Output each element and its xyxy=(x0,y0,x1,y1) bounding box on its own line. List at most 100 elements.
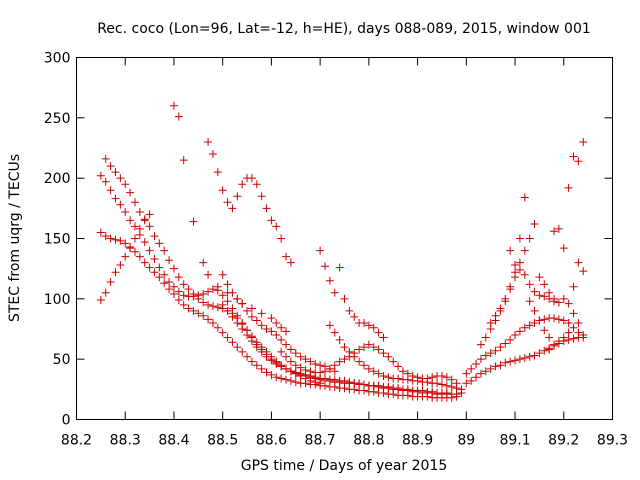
data-point xyxy=(403,385,412,394)
series-arc-13 xyxy=(462,314,583,378)
data-point xyxy=(574,328,583,337)
data-point xyxy=(384,382,393,391)
data-point xyxy=(330,361,339,370)
data-point xyxy=(204,315,213,324)
data-point xyxy=(277,347,286,356)
data-point xyxy=(106,234,115,243)
data-point xyxy=(252,343,261,352)
data-point xyxy=(126,244,135,253)
data-point xyxy=(135,224,144,233)
data-point xyxy=(165,277,174,286)
data-point xyxy=(179,156,188,165)
data-point xyxy=(140,238,149,247)
data-point xyxy=(335,263,344,272)
series-arc-6 xyxy=(204,137,295,267)
data-point xyxy=(145,222,154,231)
data-point xyxy=(491,362,500,371)
data-point xyxy=(515,327,524,336)
data-point xyxy=(238,180,247,189)
data-point xyxy=(204,137,213,146)
data-point xyxy=(218,291,227,300)
data-point xyxy=(369,367,378,376)
data-point xyxy=(486,349,495,358)
data-point xyxy=(179,280,188,289)
data-point xyxy=(262,352,271,361)
data-point xyxy=(101,177,110,186)
data-point xyxy=(511,261,520,270)
y-tick-label: 50 xyxy=(53,352,71,368)
data-point xyxy=(525,352,534,361)
y-axis-label: STEC from uqrg / TECUs xyxy=(7,154,23,322)
data-point xyxy=(286,376,295,385)
data-point xyxy=(282,327,291,336)
data-point xyxy=(442,373,451,382)
data-point xyxy=(535,349,544,358)
data-point xyxy=(213,323,222,332)
data-point xyxy=(316,246,325,255)
data-point xyxy=(199,258,208,267)
y-tick-label: 250 xyxy=(44,111,71,127)
data-point xyxy=(174,287,183,296)
data-point xyxy=(306,367,315,376)
data-point xyxy=(350,379,359,388)
data-point xyxy=(330,328,339,337)
data-point xyxy=(179,300,188,309)
data-point xyxy=(520,193,529,202)
x-tick-label: 89 xyxy=(457,433,475,449)
data-point xyxy=(379,349,388,358)
data-point xyxy=(345,347,354,356)
data-point xyxy=(247,337,256,346)
data-point xyxy=(286,367,295,376)
data-point xyxy=(379,333,388,342)
data-point xyxy=(223,297,232,306)
data-point xyxy=(574,258,583,267)
data-point xyxy=(121,207,130,216)
data-point xyxy=(447,382,456,391)
data-point xyxy=(262,325,271,333)
data-point xyxy=(282,340,291,349)
series-arc-8 xyxy=(218,300,451,397)
series-arc-5 xyxy=(169,101,291,336)
data-point xyxy=(272,373,281,382)
data-point xyxy=(540,315,549,324)
data-point xyxy=(233,192,242,201)
chart-title: Rec. coco (Lon=96, Lat=-12, h=HE), days … xyxy=(97,21,591,37)
data-point xyxy=(394,374,403,383)
data-point xyxy=(321,367,330,376)
data-point xyxy=(174,273,183,282)
data-point xyxy=(554,337,563,346)
data-point xyxy=(535,273,544,282)
data-point xyxy=(442,388,451,397)
data-point xyxy=(384,373,393,382)
data-point xyxy=(506,246,515,255)
data-point xyxy=(554,315,563,324)
data-point xyxy=(564,183,573,192)
data-point xyxy=(447,375,456,384)
data-point xyxy=(574,318,583,327)
data-point xyxy=(564,318,573,327)
data-point xyxy=(418,386,427,395)
data-point xyxy=(452,384,461,393)
data-point xyxy=(554,298,563,307)
data-point xyxy=(199,298,208,307)
y-tick-label: 100 xyxy=(44,292,71,308)
data-point xyxy=(535,291,544,300)
series-arc-11 xyxy=(325,321,466,394)
data-point xyxy=(579,267,588,276)
data-point xyxy=(189,217,198,226)
data-point xyxy=(350,312,359,321)
data-point xyxy=(267,370,276,379)
data-point xyxy=(520,323,529,332)
data-point xyxy=(238,299,247,308)
data-point xyxy=(257,321,266,330)
data-point xyxy=(145,263,154,272)
data-point xyxy=(335,335,344,344)
data-point xyxy=(501,358,510,367)
data-point xyxy=(511,268,520,277)
x-axis-label: GPS time / Days of year 2015 xyxy=(241,458,448,474)
data-point xyxy=(228,204,237,213)
data-point xyxy=(116,174,125,183)
data-point xyxy=(379,372,388,381)
data-point xyxy=(301,355,310,364)
data-point xyxy=(233,294,242,303)
